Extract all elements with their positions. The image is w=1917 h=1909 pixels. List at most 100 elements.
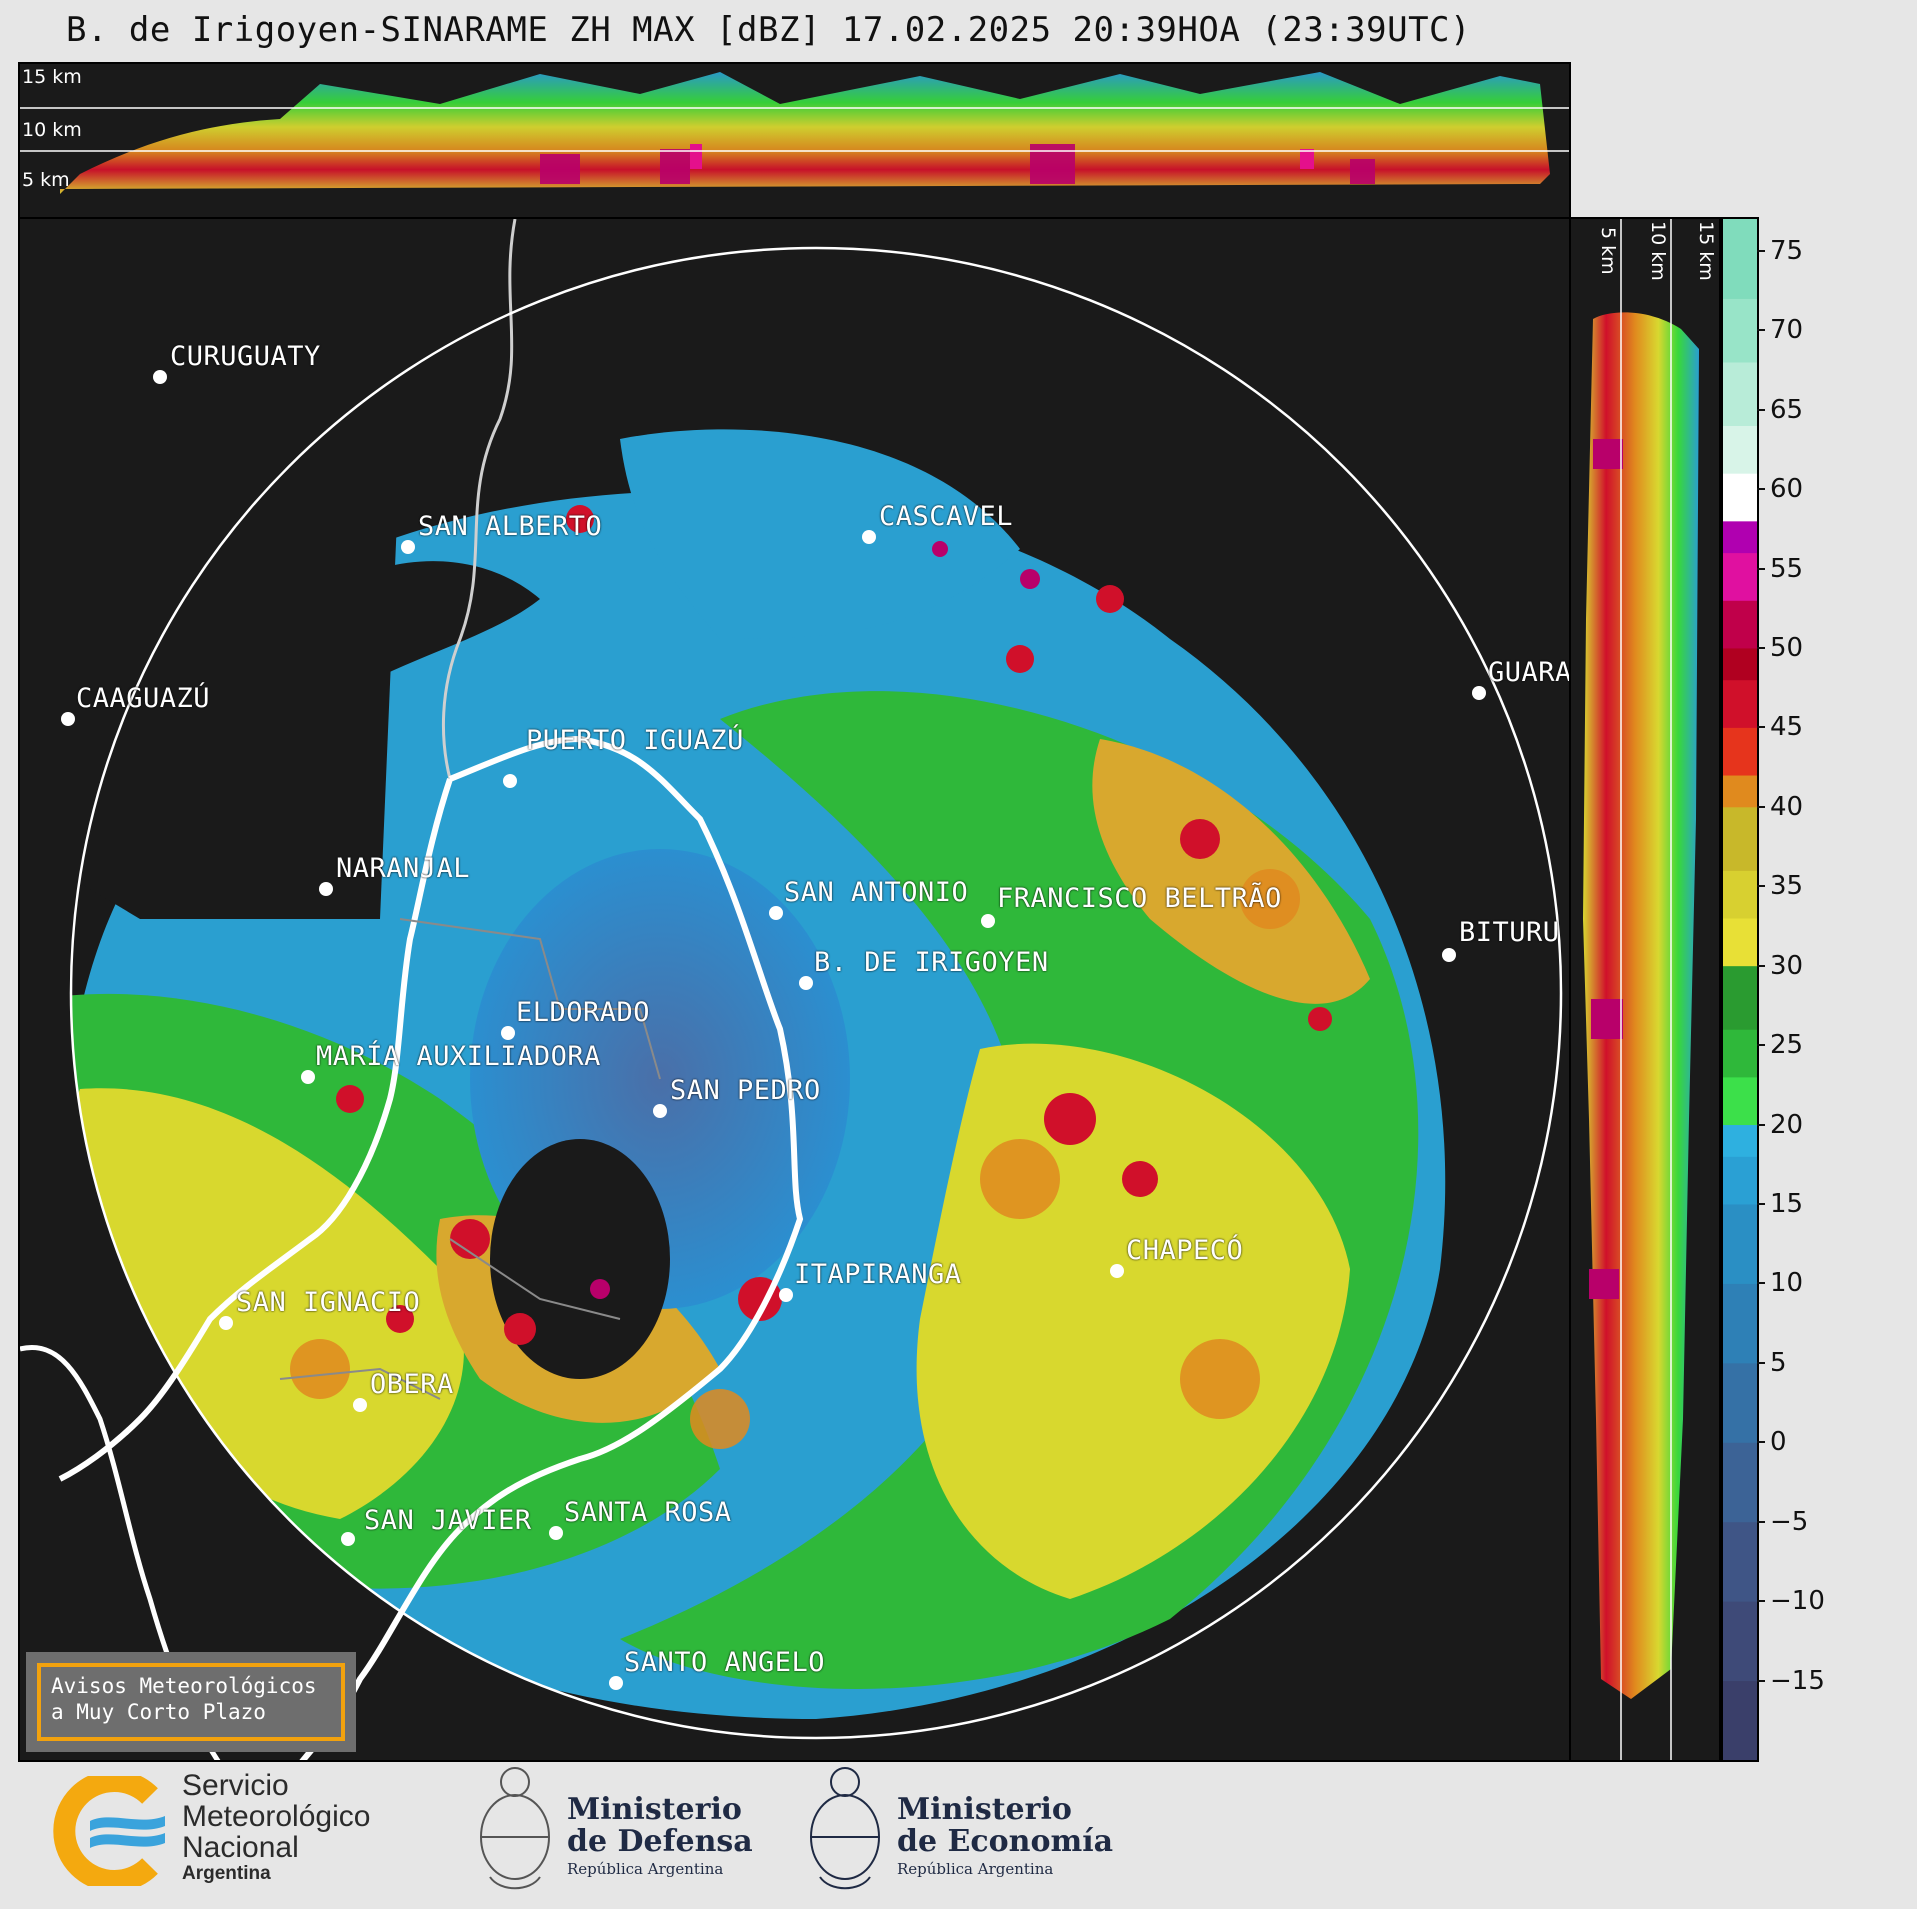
city-label-san-alberto: SAN ALBERTO (418, 511, 603, 542)
colorbar-segment (1723, 1521, 1757, 1602)
economia-line-2: de Economía (897, 1824, 1114, 1859)
colorbar-tick-label: −15 (1770, 1665, 1825, 1696)
colorbar-segment (1723, 1124, 1757, 1157)
city-label-eldorado: ELDORADO (516, 997, 651, 1028)
height-label-10: 10 km (22, 119, 82, 141)
colorbar-segment (1723, 806, 1757, 871)
page-title: B. de Irigoyen-SINARAME ZH MAX [dBZ] 17.… (66, 10, 1471, 50)
colorbar-segment (1723, 679, 1757, 728)
colorbar-tick-mark (1757, 646, 1765, 649)
city-label-san-antonio: SAN ANTONIO (784, 877, 969, 908)
colorbar-segment (1723, 1601, 1757, 1682)
city-label-curuguaty: CURUGUATY (170, 341, 321, 372)
colorbar-tick-label: 15 (1770, 1188, 1804, 1219)
colorbar-tick-mark (1757, 1202, 1765, 1205)
economia-line-1: Ministerio (897, 1792, 1072, 1827)
colorbar-tick-label: 70 (1770, 315, 1804, 346)
colorbar-segment (1723, 425, 1757, 474)
colorbar-tick-mark (1757, 488, 1765, 491)
colorbar-segment (1723, 1283, 1757, 1364)
city-label-san-javier: SAN JAVIER (364, 1505, 532, 1536)
colorbar-tick-mark (1757, 726, 1765, 729)
colorbar-segment (1723, 727, 1757, 776)
economia-line-3: República Argentina (897, 1860, 1054, 1878)
colorbar-tick-mark (1757, 1600, 1765, 1603)
city-label-santo-angelo: SANTO ANGELO (624, 1647, 826, 1678)
colorbar-segment (1723, 552, 1757, 601)
city-label-chapeco: CHAPECÓ (1126, 1235, 1244, 1266)
colorbar-tick-mark (1757, 567, 1765, 570)
colorbar-tick-mark (1757, 1361, 1765, 1364)
colorbar-scale (1723, 219, 1757, 1761)
colorbar-segment (1723, 361, 1757, 427)
city-label-bituru: BITURU (1459, 917, 1560, 948)
height-label-15: 15 km (22, 66, 82, 88)
warning-box[interactable]: Avisos Meteorológicos a Muy Corto Plazo (26, 1652, 356, 1752)
colorbar-tick-label: 30 (1770, 950, 1804, 981)
radar-map: CURUGUATY SAN ALBERTO CASCAVEL CAAGUAZÚ … (18, 217, 1571, 1762)
city-label-obera: OBERA (370, 1369, 454, 1400)
colorbar-segment (1723, 298, 1757, 363)
side-cross-section-plot (1583, 219, 1699, 1760)
city-label-naranjal: NARANJAL (336, 853, 471, 884)
colorbar-tick-mark (1757, 964, 1765, 967)
colorbar-tick-label: 35 (1770, 871, 1804, 902)
colorbar-segment (1723, 1680, 1757, 1761)
colorbar-tick-label: 5 (1770, 1347, 1787, 1378)
colorbar-tick-label: −10 (1770, 1586, 1825, 1617)
colorbar-tick-label: 60 (1770, 474, 1804, 505)
colorbar-tick-label: 65 (1770, 394, 1804, 425)
colorbar-tick-label: 50 (1770, 632, 1804, 663)
colorbar-segment (1723, 965, 1757, 1030)
city-label-itapiranga: ITAPIRANGA (794, 1259, 962, 1290)
city-label-caaguazu: CAAGUAZÚ (76, 683, 211, 714)
city-label-guara: GUARA (1488, 657, 1571, 688)
colorbar-segment (1723, 219, 1757, 299)
smn-line-4: Argentina (182, 1863, 271, 1884)
side-height-label-15: 15 km (1695, 221, 1717, 281)
top-cross-section: 15 km 10 km 5 km (18, 62, 1571, 219)
colorbar-tick-mark (1757, 885, 1765, 888)
city-label-cascavel: CASCAVEL (879, 501, 1014, 532)
city-label-san-ignacio: SAN IGNACIO (236, 1287, 421, 1318)
smn-line-1: Servicio (182, 1769, 289, 1802)
colorbar-segment (1723, 918, 1757, 967)
warning-line-2: a Muy Corto Plazo (51, 1700, 266, 1724)
colorbar-segment (1723, 600, 1757, 649)
colorbar-tick-label: 55 (1770, 553, 1804, 584)
top-cross-section-plot (20, 72, 1569, 194)
colorbar-tick-label: 40 (1770, 791, 1804, 822)
colorbar-segment (1723, 647, 1757, 681)
colorbar-segment (1723, 775, 1757, 808)
height-label-5: 5 km (22, 169, 70, 191)
colorbar-tick-mark (1757, 1282, 1765, 1285)
smn-logo-icon (53, 1776, 165, 1886)
colorbar-tick-label: 10 (1770, 1268, 1804, 1299)
city-label-santa-rosa: SANTA ROSA (564, 1497, 732, 1528)
smn-line-3: Nacional (182, 1831, 299, 1864)
colorbar-tick-mark (1757, 1123, 1765, 1126)
side-cross-section: 5 km 10 km 15 km (1569, 217, 1721, 1762)
city-label-b-de-irigoyen: B. DE IRIGOYEN (814, 947, 1049, 978)
side-height-label-10: 10 km (1647, 221, 1669, 281)
city-label-puerto-iguazu: PUERTO IGUAZÚ (526, 725, 744, 756)
colorbar (1721, 217, 1759, 1762)
defensa-line-2: de Defensa (567, 1824, 753, 1859)
coat-of-arms-icon (480, 1767, 550, 1890)
colorbar-tick-label: 20 (1770, 1109, 1804, 1140)
colorbar-segment (1723, 870, 1757, 919)
coat-of-arms-icon (810, 1767, 880, 1890)
colorbar-tick-label: 75 (1770, 235, 1804, 266)
colorbar-tick-mark (1757, 1441, 1765, 1444)
defensa-line-1: Ministerio (567, 1792, 742, 1827)
colorbar-segment (1723, 1362, 1757, 1443)
colorbar-tick-label: 45 (1770, 712, 1804, 743)
city-label-maria-auxiliadora: MARÍA AUXILIADORA (316, 1041, 601, 1072)
colorbar-tick-label: −5 (1770, 1506, 1809, 1537)
colorbar-tick-mark (1757, 1679, 1765, 1682)
colorbar-tick-mark (1757, 249, 1765, 252)
city-label-francisco-beltrao: FRANCISCO BELTRÃO (997, 883, 1282, 914)
side-height-label-5: 5 km (1597, 227, 1619, 275)
city-label-san-pedro: SAN PEDRO (670, 1075, 821, 1106)
defensa-line-3: República Argentina (567, 1860, 724, 1878)
